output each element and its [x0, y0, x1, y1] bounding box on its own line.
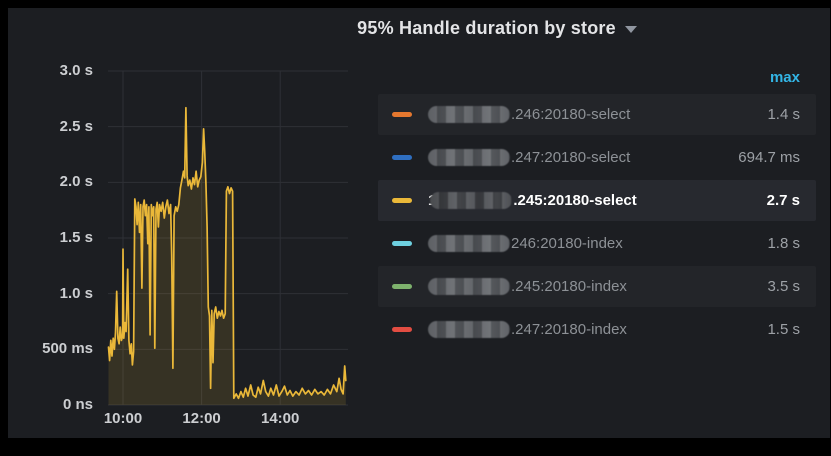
legend-max-value: 1.5 s: [767, 321, 800, 338]
y-axis-tick-label: 2.0 s: [59, 173, 93, 191]
series-color-marker[interactable]: [392, 155, 412, 160]
x-axis-tick-label: 10:00: [103, 410, 143, 427]
redacted-host-blur: [428, 235, 510, 252]
legend-max-value: 694.7 ms: [738, 149, 800, 166]
y-axis-tick-label: 0 ns: [62, 396, 93, 413]
legend: max .246:20180-select 1.4 s .247:20180-sel…: [378, 60, 816, 352]
redacted-host-blur: [428, 321, 510, 338]
series-color-marker[interactable]: [392, 284, 412, 289]
chart-plot-area[interactable]: [100, 63, 348, 405]
y-axis-tick-label: 1.5 s: [59, 229, 93, 246]
legend-row[interactable]: .246:20180-select 1.4 s: [378, 94, 816, 135]
y-axis-tick-label: 1.0 s: [59, 284, 93, 302]
time-series-chart: [107, 70, 348, 406]
series-label-text: 246:20180-index: [511, 235, 623, 252]
legend-row[interactable]: .247:20180-select 694.7 ms: [378, 137, 816, 178]
legend-rows: .246:20180-select 1.4 s .247:20180-select 6…: [378, 94, 816, 350]
legend-max-value: 1.4 s: [767, 106, 800, 123]
series-label: 1.245:20180-select: [428, 192, 720, 209]
legend-row[interactable]: 1.245:20180-select 2.7 s: [378, 180, 816, 221]
series-label: .246:20180-select: [428, 106, 720, 123]
panel-header: 95% Handle duration by store: [8, 12, 830, 44]
x-axis-tick-label: 14:00: [261, 410, 300, 427]
redacted-host-blur: [428, 106, 510, 123]
series-label: .247:20180-select: [428, 149, 720, 166]
panel-title-menu[interactable]: 95% Handle duration by store: [357, 18, 637, 39]
series-label: 246:20180-index: [428, 235, 720, 252]
series-line: [107, 106, 347, 400]
legend-max-value: 3.5 s: [767, 278, 800, 295]
series-color-marker[interactable]: [392, 198, 412, 203]
y-axis-tick-label: 500 ms: [42, 340, 93, 358]
series-label-text: .247:20180-index: [511, 321, 627, 338]
series-label-text: .245:20180-index: [511, 278, 627, 295]
legend-header: max: [378, 60, 816, 94]
series-label-text: .246:20180-select: [511, 106, 631, 123]
series-label: .247:20180-index: [428, 321, 720, 338]
redacted-host-blur: [428, 278, 510, 295]
panel-title: 95% Handle duration by store: [357, 17, 616, 38]
legend-row[interactable]: 246:20180-index 1.8 s: [378, 223, 816, 264]
legend-row[interactable]: .247:20180-index 1.5 s: [378, 309, 816, 350]
chevron-down-icon: [624, 26, 637, 33]
series-label-text: .245:20180-select: [513, 192, 637, 209]
y-axis-tick-label: 2.5 s: [59, 117, 93, 135]
redacted-host-blur: [428, 149, 510, 166]
series-color-marker[interactable]: [392, 112, 412, 117]
legend-max-value: 2.7 s: [766, 192, 800, 209]
grafana-panel: 95% Handle duration by store 3.0 s 2.5 s 2…: [8, 8, 830, 438]
series-color-marker[interactable]: [392, 327, 412, 332]
series-label-text: .247:20180-select: [511, 149, 631, 166]
x-axis-tick-label: 12:00: [182, 410, 221, 427]
redacted-host-blur: [430, 192, 513, 209]
legend-max-value: 1.8 s: [767, 235, 800, 252]
series-area-fill: [108, 107, 346, 405]
series-label: .245:20180-index: [428, 278, 720, 295]
legend-row[interactable]: .245:20180-index 3.5 s: [378, 266, 816, 307]
legend-sort-max[interactable]: max: [769, 68, 800, 86]
series-color-marker[interactable]: [392, 241, 412, 246]
y-axis-tick-label: 3.0 s: [59, 62, 93, 79]
